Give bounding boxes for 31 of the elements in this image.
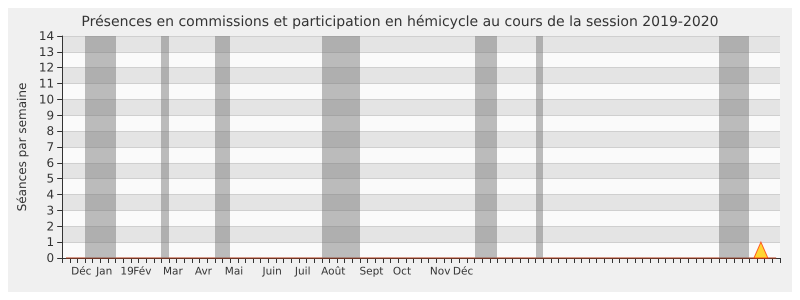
y-tick-label: 3 (46, 203, 54, 218)
x-tick-label: Nov (430, 266, 450, 278)
y-tick-label: 10 (38, 92, 54, 106)
x-tick-label: Déc (71, 266, 92, 278)
x-tick-label: Juin (262, 266, 282, 278)
x-tick-label: Avr (194, 266, 213, 278)
y-tick-label: 14 (38, 29, 54, 43)
y-tick-label: 7 (46, 140, 54, 154)
y-tick-label: 11 (38, 76, 54, 91)
y-tick-label: 2 (46, 219, 54, 234)
y-tick-label: 6 (46, 156, 54, 170)
x-tick-label: Sept (359, 266, 384, 278)
y-tick-label: 0 (46, 251, 54, 265)
y-tick-label: 8 (46, 124, 54, 138)
y-tick-label: 12 (38, 60, 54, 75)
chart-title: Présences en commissions et participation en hémicycle au cours de la session 2019-2020 (81, 14, 719, 30)
x-tick-label: Fév (133, 266, 152, 278)
y-tick-label: 13 (38, 44, 54, 59)
y-axis-title: Séances par semaine (15, 82, 29, 212)
x-tick-label: Oct (392, 266, 412, 278)
y-tick-label: 9 (46, 108, 54, 122)
x-tick-label: Déc (452, 266, 474, 278)
y-tick-label: 5 (46, 172, 54, 186)
y-tick-label: 4 (46, 188, 54, 202)
x-tick-label: Jan (95, 266, 112, 278)
x-tick-label: 19 (120, 266, 134, 278)
x-tick-label: Août (321, 266, 346, 278)
x-tick-label: Mai (224, 266, 244, 278)
y-tick-label: 1 (46, 235, 54, 250)
x-tick-label: Mar (162, 266, 184, 278)
x-tick-label: Juil (294, 266, 311, 278)
